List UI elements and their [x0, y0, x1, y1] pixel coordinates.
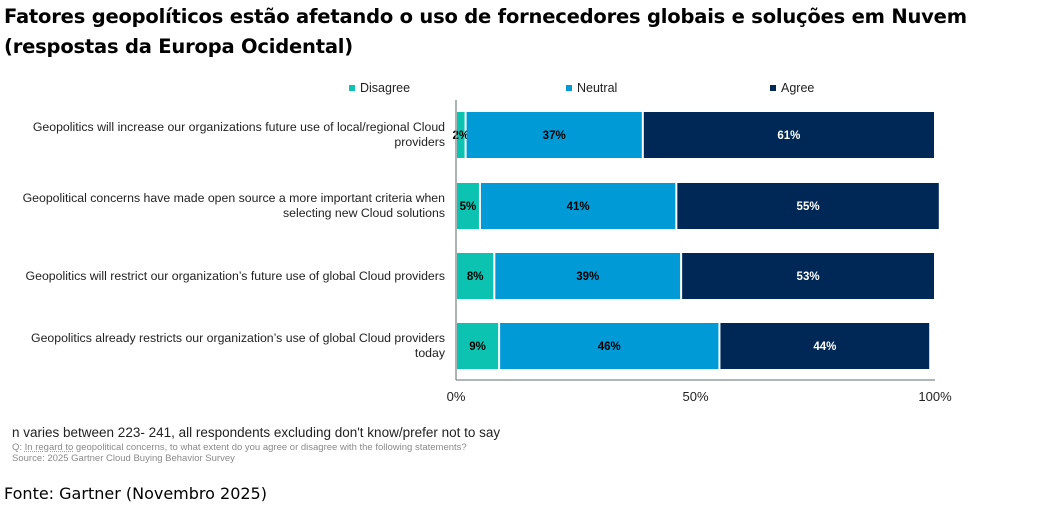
question-text: Q: In regard to geopolitical concerns, t…	[12, 442, 467, 453]
category-label: Geopolitics will increase our organizati…	[5, 120, 445, 150]
sample-size-note: n varies between 223- 241, all responden…	[12, 425, 501, 440]
source-text: Source: 2025 Gartner Cloud Buying Behavi…	[12, 453, 235, 464]
legend-label: Disagree	[360, 81, 411, 95]
question-note: Q: In regard to geopolitical concerns, t…	[12, 442, 467, 464]
bar-neutral	[480, 183, 676, 229]
category-label-line: providers	[394, 135, 445, 149]
bar-disagree	[457, 253, 494, 299]
data-label: 44%	[813, 341, 836, 353]
x-tick-label: 50%	[682, 389, 708, 404]
question-rest: geopolitical concerns, to what extent do…	[73, 442, 467, 453]
legend-item-disagree: Disagree	[349, 81, 410, 95]
bar-neutral	[495, 253, 681, 299]
bar-disagree	[457, 112, 465, 158]
bar-agree	[677, 183, 939, 229]
stacked-bar-chart: 2% 37% 61%5% 41% 55%8% 39% 53%9% 46% 44%0% 50% 100…	[447, 100, 952, 404]
data-label: 8%	[467, 271, 484, 283]
category-label-line: selecting new Cloud solutions	[282, 206, 445, 220]
category-label: Geopolitics will restrict our organizati…	[5, 269, 445, 284]
data-label: 46%	[598, 341, 621, 353]
x-tick-label: 100%	[918, 389, 952, 404]
bar-agree	[682, 253, 934, 299]
legend-item-neutral: Neutral	[566, 81, 617, 95]
data-label: 9%	[469, 341, 486, 353]
data-label: 53%	[797, 271, 820, 283]
legend-label: Agree	[781, 81, 815, 95]
question-prefix: Q:	[12, 442, 25, 453]
category-label-line: today	[414, 346, 445, 360]
data-label: 37%	[543, 130, 566, 142]
category-label-line: Geopolitics already restricts our organi…	[31, 331, 445, 345]
bar-agree	[643, 112, 934, 158]
legend-swatch	[770, 85, 776, 91]
category-label: Geopolitics already restricts our organi…	[5, 331, 445, 361]
legend-item-agree: Agree	[770, 81, 814, 95]
category-label-line: Geopolitics will increase our organizati…	[32, 120, 445, 134]
data-label: 5%	[460, 201, 477, 213]
legend-swatch	[566, 85, 572, 91]
bar-agree	[720, 323, 930, 369]
data-label: 39%	[576, 271, 599, 283]
data-label: 61%	[777, 130, 800, 142]
chart-title: Fatores geopolíticos estão afetando o us…	[4, 5, 967, 58]
bar-disagree	[457, 183, 479, 229]
legend-swatch	[349, 85, 355, 91]
bar-disagree	[457, 323, 499, 369]
data-label: 41%	[567, 201, 590, 213]
fonte-caption: Fonte: Gartner (Novembro 2025)	[4, 484, 267, 503]
question-underlined: In regard to	[24, 442, 74, 453]
category-label-line: Geopolitical concerns have made open sou…	[22, 191, 445, 205]
category-label: Geopolitical concerns have made open sou…	[5, 191, 445, 221]
bar-neutral	[466, 112, 642, 158]
category-label-line: Geopolitics will restrict our organizati…	[25, 268, 445, 283]
legend-label: Neutral	[577, 81, 618, 95]
x-tick-label: 0%	[447, 389, 466, 404]
data-label: 55%	[797, 201, 820, 213]
bar-neutral	[500, 323, 719, 369]
